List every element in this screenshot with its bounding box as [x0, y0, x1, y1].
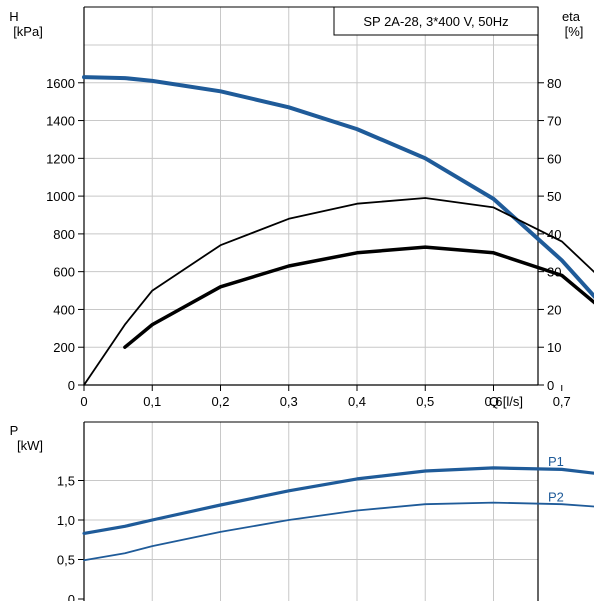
x-tick-label: 0,2 [211, 394, 229, 409]
y-tick-label-left: 400 [53, 302, 75, 317]
y-axis-title-right: eta [562, 9, 581, 24]
y-tick-label-left: 1200 [46, 151, 75, 166]
y-tick-label-right: 10 [547, 340, 561, 355]
y-axis-unit-right: [%] [565, 24, 584, 39]
x-tick-label: 0,3 [280, 394, 298, 409]
y-tick-label-left: 1400 [46, 114, 75, 129]
x-tick-label: 0 [80, 394, 87, 409]
y-tick-label-left: 200 [53, 340, 75, 355]
y-tick-label-right: 30 [547, 265, 561, 280]
y-tick-label-right: 20 [547, 302, 561, 317]
y-tick-label-left: 800 [53, 227, 75, 242]
y-tick-label-left: 0 [68, 378, 75, 393]
y-axis-unit-bottom: [kW] [17, 438, 43, 453]
series-label-P1: P1 [548, 454, 564, 469]
x-axis-title: Q [l/s] [489, 394, 523, 409]
curve-P1 [82, 466, 594, 535]
curve-eta [123, 245, 594, 349]
curve-P2 [83, 501, 594, 562]
y-tick-label-right: 70 [547, 114, 561, 129]
y-tick-label-right: 0 [547, 378, 554, 393]
series-label-P2: P2 [548, 489, 564, 504]
y-tick-label-left-bottom: 1,5 [57, 474, 75, 489]
x-tick-label: 0,4 [348, 394, 366, 409]
y-axis-title-bottom: P [10, 423, 19, 438]
y-tick-label-left: 600 [53, 265, 75, 280]
x-tick-label: 0,7 [553, 394, 571, 409]
y-axis-title-left: H [9, 9, 18, 24]
labels: 0200400600800100012001400160001020304050… [9, 6, 584, 601]
y-tick-label-left-bottom: 0,5 [57, 553, 75, 568]
y-tick-label-left-bottom: 1,0 [57, 513, 75, 528]
curves [82, 75, 594, 562]
curve-eta [83, 197, 594, 386]
y-tick-label-right: 50 [547, 189, 561, 204]
chart-title: SP 2A-28, 3*400 V, 50Hz [363, 14, 508, 29]
y-tick-label-left: 1000 [46, 189, 75, 204]
y-tick-label-left: 1600 [46, 76, 75, 91]
x-tick-label: 0,1 [143, 394, 161, 409]
y-axis-unit-left: [kPa] [13, 24, 43, 39]
grid [84, 7, 538, 601]
y-tick-label-right: 80 [547, 76, 561, 91]
x-tick-label: 0,6 [484, 394, 502, 409]
y-tick-label-left-bottom: 0 [68, 592, 75, 601]
y-tick-label-right: 60 [547, 151, 561, 166]
axes [78, 6, 563, 601]
y-tick-label-right: 40 [547, 227, 561, 242]
curve-H [82, 75, 594, 299]
title-box [333, 6, 539, 36]
x-tick-label: 0,5 [416, 394, 434, 409]
